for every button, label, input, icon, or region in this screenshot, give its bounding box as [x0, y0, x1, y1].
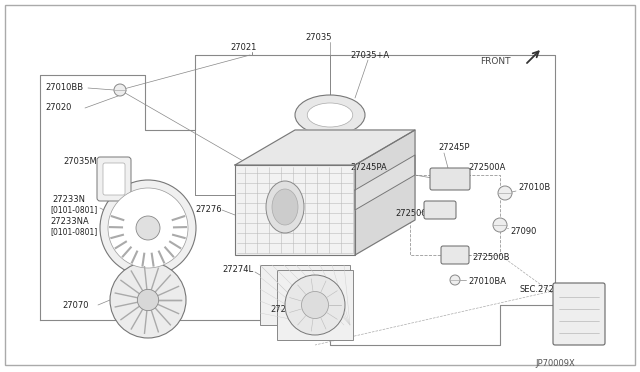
Text: 27020: 27020	[45, 103, 72, 112]
Circle shape	[285, 275, 345, 335]
Text: 272500: 272500	[395, 208, 427, 218]
Text: SEC.272: SEC.272	[520, 285, 555, 295]
Ellipse shape	[307, 103, 353, 127]
Text: 272500B: 272500B	[472, 253, 509, 263]
Circle shape	[108, 188, 188, 268]
Circle shape	[114, 84, 126, 96]
FancyBboxPatch shape	[441, 246, 469, 264]
Text: 27010B: 27010B	[518, 183, 550, 192]
Text: 272500A: 272500A	[468, 164, 506, 173]
Text: 27233N: 27233N	[52, 196, 85, 205]
Circle shape	[498, 186, 512, 200]
Bar	[235, 165, 355, 255]
FancyBboxPatch shape	[430, 168, 470, 190]
FancyBboxPatch shape	[424, 201, 456, 219]
Text: 27035: 27035	[305, 33, 332, 42]
Text: 27245PA: 27245PA	[350, 164, 387, 173]
FancyBboxPatch shape	[97, 157, 131, 201]
Text: [0101-0801]: [0101-0801]	[50, 205, 97, 215]
Polygon shape	[235, 130, 415, 165]
Ellipse shape	[295, 95, 365, 135]
Text: 27021: 27021	[230, 44, 257, 52]
Text: 27245P: 27245P	[438, 144, 470, 153]
Polygon shape	[355, 155, 415, 210]
Text: 27035M: 27035M	[63, 157, 97, 167]
Polygon shape	[355, 130, 415, 255]
Bar	[277, 270, 353, 340]
Text: 27276: 27276	[195, 205, 221, 215]
Text: JP70009X: JP70009X	[535, 359, 575, 368]
Ellipse shape	[272, 189, 298, 225]
Circle shape	[100, 180, 196, 276]
Text: 27035+B: 27035+B	[360, 153, 399, 161]
Circle shape	[450, 275, 460, 285]
Bar	[285, 150, 355, 164]
Text: 27035+A: 27035+A	[350, 51, 389, 60]
Text: 27274L: 27274L	[222, 266, 253, 275]
Text: 27010BA: 27010BA	[468, 278, 506, 286]
Text: 27238: 27238	[270, 305, 296, 314]
Circle shape	[138, 289, 159, 311]
FancyBboxPatch shape	[553, 283, 605, 345]
Circle shape	[301, 292, 328, 318]
Text: 27233NA: 27233NA	[50, 218, 89, 227]
Bar	[260, 265, 350, 325]
Ellipse shape	[266, 181, 304, 233]
FancyBboxPatch shape	[103, 163, 125, 195]
Circle shape	[110, 262, 186, 338]
Text: 27090: 27090	[510, 228, 536, 237]
Text: 27010BB: 27010BB	[45, 83, 83, 93]
Text: FRONT: FRONT	[480, 58, 511, 67]
Text: [0101-0801]: [0101-0801]	[50, 228, 97, 237]
Text: 27070: 27070	[62, 301, 88, 310]
Circle shape	[136, 216, 160, 240]
Circle shape	[493, 218, 507, 232]
